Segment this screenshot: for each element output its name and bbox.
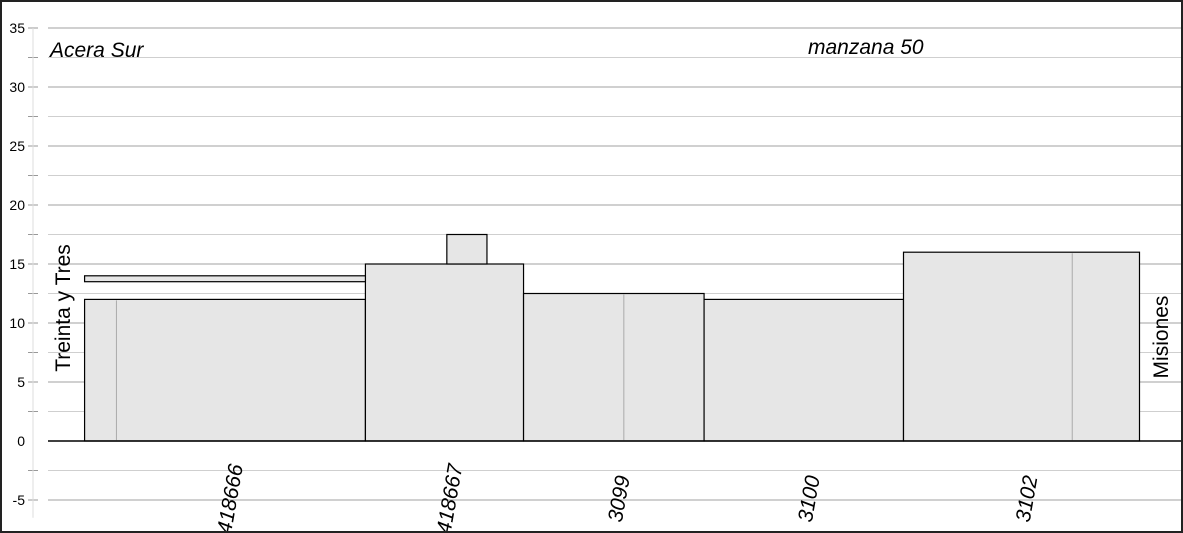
building-label: 418666 xyxy=(213,462,248,533)
building-label: 3102 xyxy=(1012,474,1043,524)
tick-label: 15 xyxy=(9,256,25,272)
building-418667 xyxy=(364,263,525,442)
building-418666 xyxy=(83,298,367,442)
tick-label: 10 xyxy=(9,315,25,331)
tick-label: 0 xyxy=(17,433,25,449)
extra-volume xyxy=(83,275,367,283)
extra-volume xyxy=(446,233,488,265)
building-labels: 418666 418667 3099 3100 3102 xyxy=(213,461,1042,533)
tick-label: 35 xyxy=(9,20,25,36)
building-label: 418667 xyxy=(433,461,468,533)
building-label: 3100 xyxy=(794,474,825,524)
tick-label: 5 xyxy=(17,374,25,390)
tick-label: 25 xyxy=(9,138,25,154)
building-3100 xyxy=(703,298,905,442)
street-left-label: Treinta y Tres xyxy=(52,244,75,372)
tick-label: 30 xyxy=(9,79,25,95)
building-3102 xyxy=(902,251,1141,442)
building-3099 xyxy=(522,292,705,442)
buildings xyxy=(83,233,1141,442)
y-axis: 35 30 25 20 15 10 5 0 -5 xyxy=(9,20,38,518)
street-right-label: Misiones xyxy=(1150,296,1173,379)
title-left: Acera Sur xyxy=(48,39,144,62)
building-label: 3099 xyxy=(604,474,635,524)
title-right: manzana 50 xyxy=(808,36,924,59)
tick-label: -5 xyxy=(13,492,26,508)
tick-label: 20 xyxy=(9,197,25,213)
